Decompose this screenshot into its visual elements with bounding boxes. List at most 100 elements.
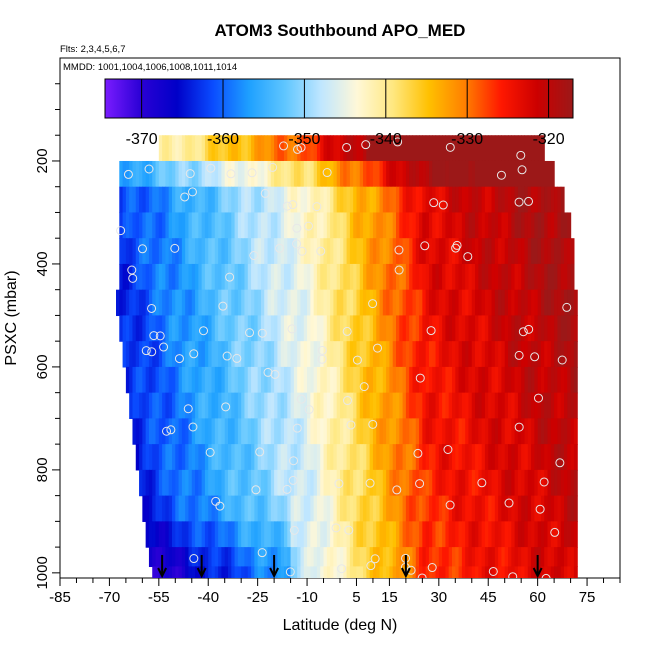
heat-cell bbox=[122, 186, 127, 214]
heat-cell bbox=[376, 469, 381, 497]
heat-cell bbox=[260, 444, 265, 471]
heat-cell bbox=[132, 160, 137, 188]
heat-cell bbox=[405, 186, 410, 214]
heat-cell bbox=[310, 366, 315, 394]
heat-cell bbox=[326, 495, 331, 522]
heat-cell bbox=[168, 160, 173, 188]
heat-cell bbox=[405, 341, 410, 368]
heat-cell bbox=[142, 289, 147, 317]
heat-cell bbox=[198, 521, 203, 548]
heat-cell bbox=[280, 212, 285, 239]
heat-cell bbox=[396, 160, 400, 188]
heat-cell bbox=[234, 160, 239, 188]
heat-cell bbox=[208, 521, 213, 548]
sample-point bbox=[221, 402, 231, 412]
heat-cell bbox=[396, 341, 400, 368]
heat-cell bbox=[316, 263, 321, 291]
heat-cell bbox=[376, 186, 381, 214]
heat-cell bbox=[491, 366, 496, 394]
heat-cell bbox=[158, 444, 163, 471]
heat-cell bbox=[461, 444, 466, 471]
heat-cell bbox=[185, 418, 190, 445]
heat-cell bbox=[392, 566, 397, 578]
heat-cell bbox=[234, 521, 239, 548]
heat-cell bbox=[313, 469, 318, 497]
heat-cell bbox=[310, 392, 315, 419]
x-tick-label: 30 bbox=[430, 589, 447, 606]
heat-cell bbox=[148, 392, 153, 419]
heat-cell bbox=[448, 366, 453, 394]
heat-cell bbox=[399, 212, 404, 239]
heat-cell bbox=[564, 315, 568, 342]
heat-cell bbox=[422, 547, 427, 568]
heat-cell bbox=[527, 392, 532, 419]
sample-point bbox=[359, 382, 369, 392]
heat-cell bbox=[303, 418, 308, 445]
heat-cell bbox=[211, 315, 216, 342]
heat-cell bbox=[284, 469, 288, 497]
heat-cell bbox=[363, 315, 367, 342]
heat-cell bbox=[162, 521, 167, 548]
heat-cell bbox=[168, 186, 173, 214]
heat-cell bbox=[422, 315, 427, 342]
heat-cell bbox=[145, 160, 150, 188]
heat-cell bbox=[425, 521, 430, 548]
heat-cell bbox=[313, 135, 318, 162]
heat-cell bbox=[504, 135, 509, 162]
heat-cell bbox=[307, 341, 311, 368]
heat-cell bbox=[340, 238, 344, 265]
heat-cell bbox=[277, 238, 282, 265]
heat-cell bbox=[353, 366, 358, 394]
heat-cell bbox=[148, 547, 153, 568]
heat-cell bbox=[277, 186, 282, 214]
heat-cell bbox=[369, 135, 374, 162]
heat-cell bbox=[336, 444, 341, 471]
heat-cell bbox=[452, 366, 456, 394]
heat-cell bbox=[234, 212, 239, 239]
heat-cell bbox=[274, 315, 279, 342]
heat-cell bbox=[356, 547, 361, 568]
heat-cell bbox=[145, 315, 150, 342]
heat-cell bbox=[185, 135, 190, 162]
heat-cell bbox=[162, 135, 167, 162]
heat-cell bbox=[402, 366, 407, 394]
heat-cell bbox=[501, 186, 506, 214]
heat-cell bbox=[402, 521, 407, 548]
heat-cell bbox=[340, 392, 344, 419]
heat-cell bbox=[458, 495, 463, 522]
heat-cell bbox=[471, 212, 476, 239]
heat-cell bbox=[168, 547, 173, 568]
heat-cell bbox=[494, 341, 499, 368]
heat-cell bbox=[560, 469, 565, 497]
heat-cell bbox=[504, 263, 509, 291]
heat-cell bbox=[461, 238, 466, 265]
heat-cell bbox=[432, 418, 437, 445]
heat-cell bbox=[498, 392, 503, 419]
heat-cell bbox=[399, 366, 404, 394]
heat-cell bbox=[264, 418, 269, 445]
heat-cell bbox=[185, 521, 190, 548]
heat-cell bbox=[168, 238, 173, 265]
heat-cell bbox=[445, 341, 450, 368]
heat-cell bbox=[488, 341, 493, 368]
heat-cell bbox=[165, 135, 170, 162]
heat-cell bbox=[148, 212, 153, 239]
heat-cell bbox=[211, 135, 216, 162]
heat-cell bbox=[488, 186, 493, 214]
heat-cell bbox=[573, 366, 578, 394]
heat-cell bbox=[336, 495, 341, 522]
heat-cell bbox=[478, 135, 483, 162]
heat-cell bbox=[366, 521, 371, 548]
heat-cell bbox=[181, 418, 186, 445]
heat-cell bbox=[204, 289, 209, 317]
heat-cell bbox=[247, 135, 252, 162]
heat-cell bbox=[435, 366, 440, 394]
heat-cell bbox=[452, 469, 456, 497]
heat-cell bbox=[527, 547, 532, 568]
sample-point bbox=[144, 164, 154, 174]
heat-cell bbox=[228, 341, 232, 368]
heat-cell bbox=[280, 289, 285, 317]
heat-cell bbox=[491, 263, 496, 291]
sample-point bbox=[445, 142, 455, 152]
heat-cell bbox=[119, 238, 124, 265]
